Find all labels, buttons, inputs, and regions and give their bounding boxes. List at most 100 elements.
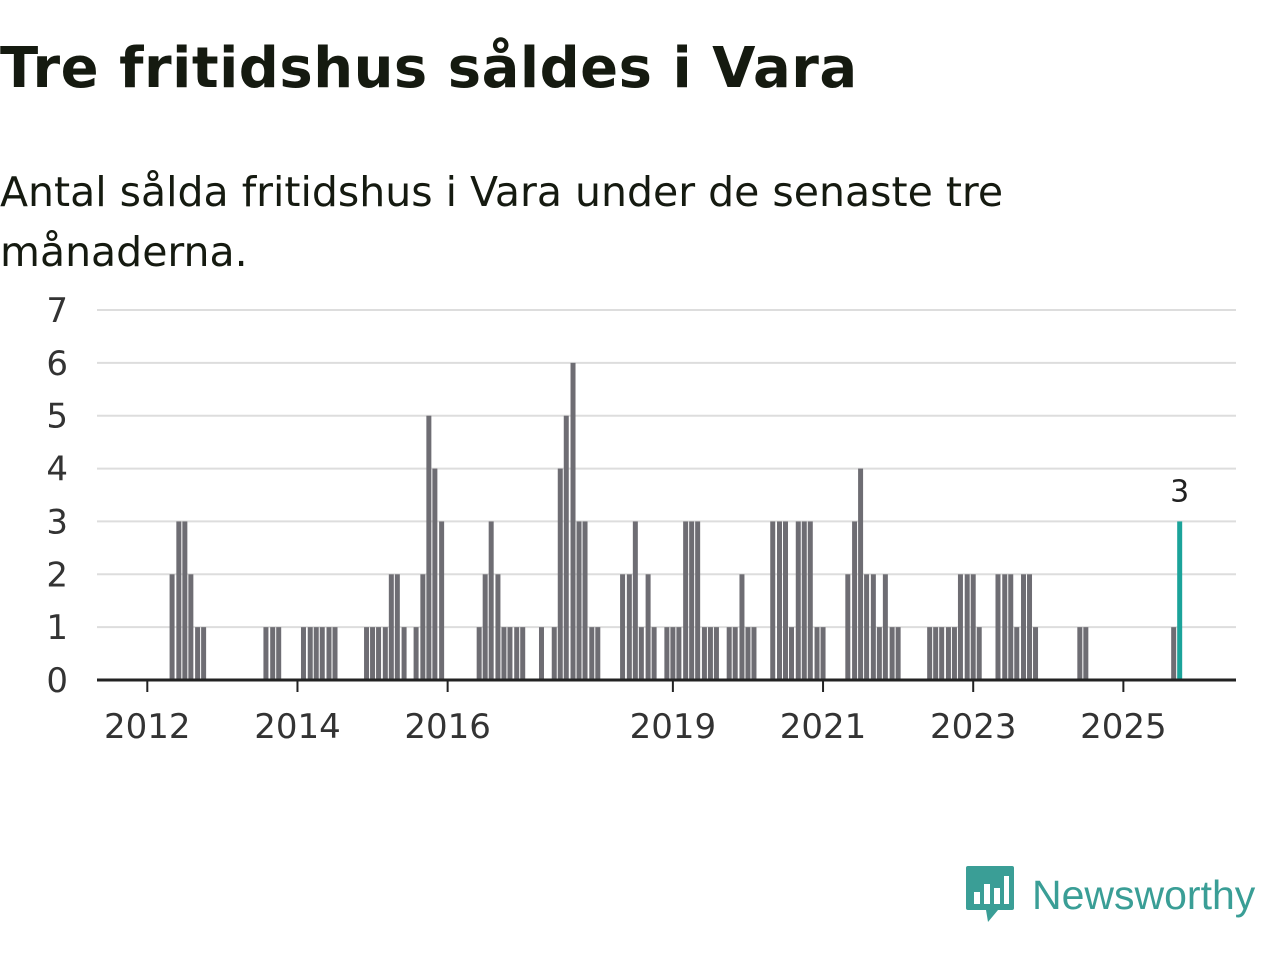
bar [1008,574,1014,680]
bar [1002,574,1008,680]
bar [595,627,601,680]
bar [582,521,588,680]
bar [1027,574,1033,680]
bar [364,627,370,680]
bar [332,627,338,680]
bar [957,574,963,680]
y-tick-label: 4 [46,450,68,490]
bar [776,521,782,680]
bar [707,627,713,680]
y-tick-label: 6 [46,344,68,384]
bar [814,627,820,680]
bar [927,627,933,680]
bar [895,627,901,680]
bar [795,521,801,680]
bar [882,574,888,680]
y-tick-label: 7 [46,291,68,331]
x-tick-label: 2016 [404,707,491,747]
y-tick-label: 0 [46,661,68,701]
bar [951,627,957,680]
bar [188,574,194,680]
y-tick-label: 5 [46,397,68,437]
bar [388,574,394,680]
bar [670,627,676,680]
chart-subtitle: Antal sålda fritidshus i Vara under de s… [0,168,1004,276]
bar [638,627,644,680]
bar [514,627,520,680]
page-title: Tre fritidshus såldes i Vara [0,36,858,101]
bar [476,627,482,680]
bar [376,627,382,680]
x-tick-label: 2019 [630,707,717,747]
bar [488,521,494,680]
bar [420,574,426,680]
bar [1014,627,1020,680]
bar [676,627,682,680]
bar [432,468,438,680]
bar [713,627,719,680]
bar [1077,627,1083,680]
bar [195,627,201,680]
bar [864,574,870,680]
bar [626,574,632,680]
data-label: 3 [1170,474,1189,509]
bar [789,627,795,680]
bar [889,627,895,680]
brand-name: Newsworthy [1032,871,1256,918]
bar [683,521,689,680]
bar [995,574,1001,680]
bar [313,627,319,680]
newsworthy-logo: Newsworthy [964,864,1255,926]
bar [689,521,695,680]
bar [263,627,269,680]
bar [394,574,400,680]
bar [739,574,745,680]
bar [751,627,757,680]
bar [482,574,488,680]
bar [695,521,701,680]
bar [551,627,557,680]
bar [401,627,407,680]
bar [576,521,582,680]
bar [270,627,276,680]
bar [632,521,638,680]
bar [732,627,738,680]
bar [413,627,419,680]
bar [382,627,388,680]
bar [852,521,858,680]
bar [701,627,707,680]
bar [201,627,207,680]
bar [976,627,982,680]
bar [326,627,332,680]
bar [939,627,945,680]
bar [169,574,175,680]
bar [319,627,325,680]
bar [300,627,306,680]
newsworthy-logo-icon [966,866,1014,922]
highlight-bar [1177,521,1183,680]
bar [807,521,813,680]
bar [501,627,507,680]
bar [664,627,670,680]
bar [726,627,732,680]
bar [495,574,501,680]
bar [439,521,445,680]
x-tick-label: 2012 [104,707,191,747]
bar [563,415,569,680]
bar [426,415,432,680]
bar [570,362,576,680]
bar [507,627,513,680]
bar [876,627,882,680]
bar [1083,627,1089,680]
bar [801,521,807,680]
bar [970,574,976,680]
x-tick-label: 2014 [254,707,341,747]
bar [870,574,876,680]
bar [620,574,626,680]
x-tick-label: 2021 [780,707,867,747]
bar [651,627,657,680]
bar [557,468,563,680]
bar [370,627,376,680]
bar [538,627,544,680]
